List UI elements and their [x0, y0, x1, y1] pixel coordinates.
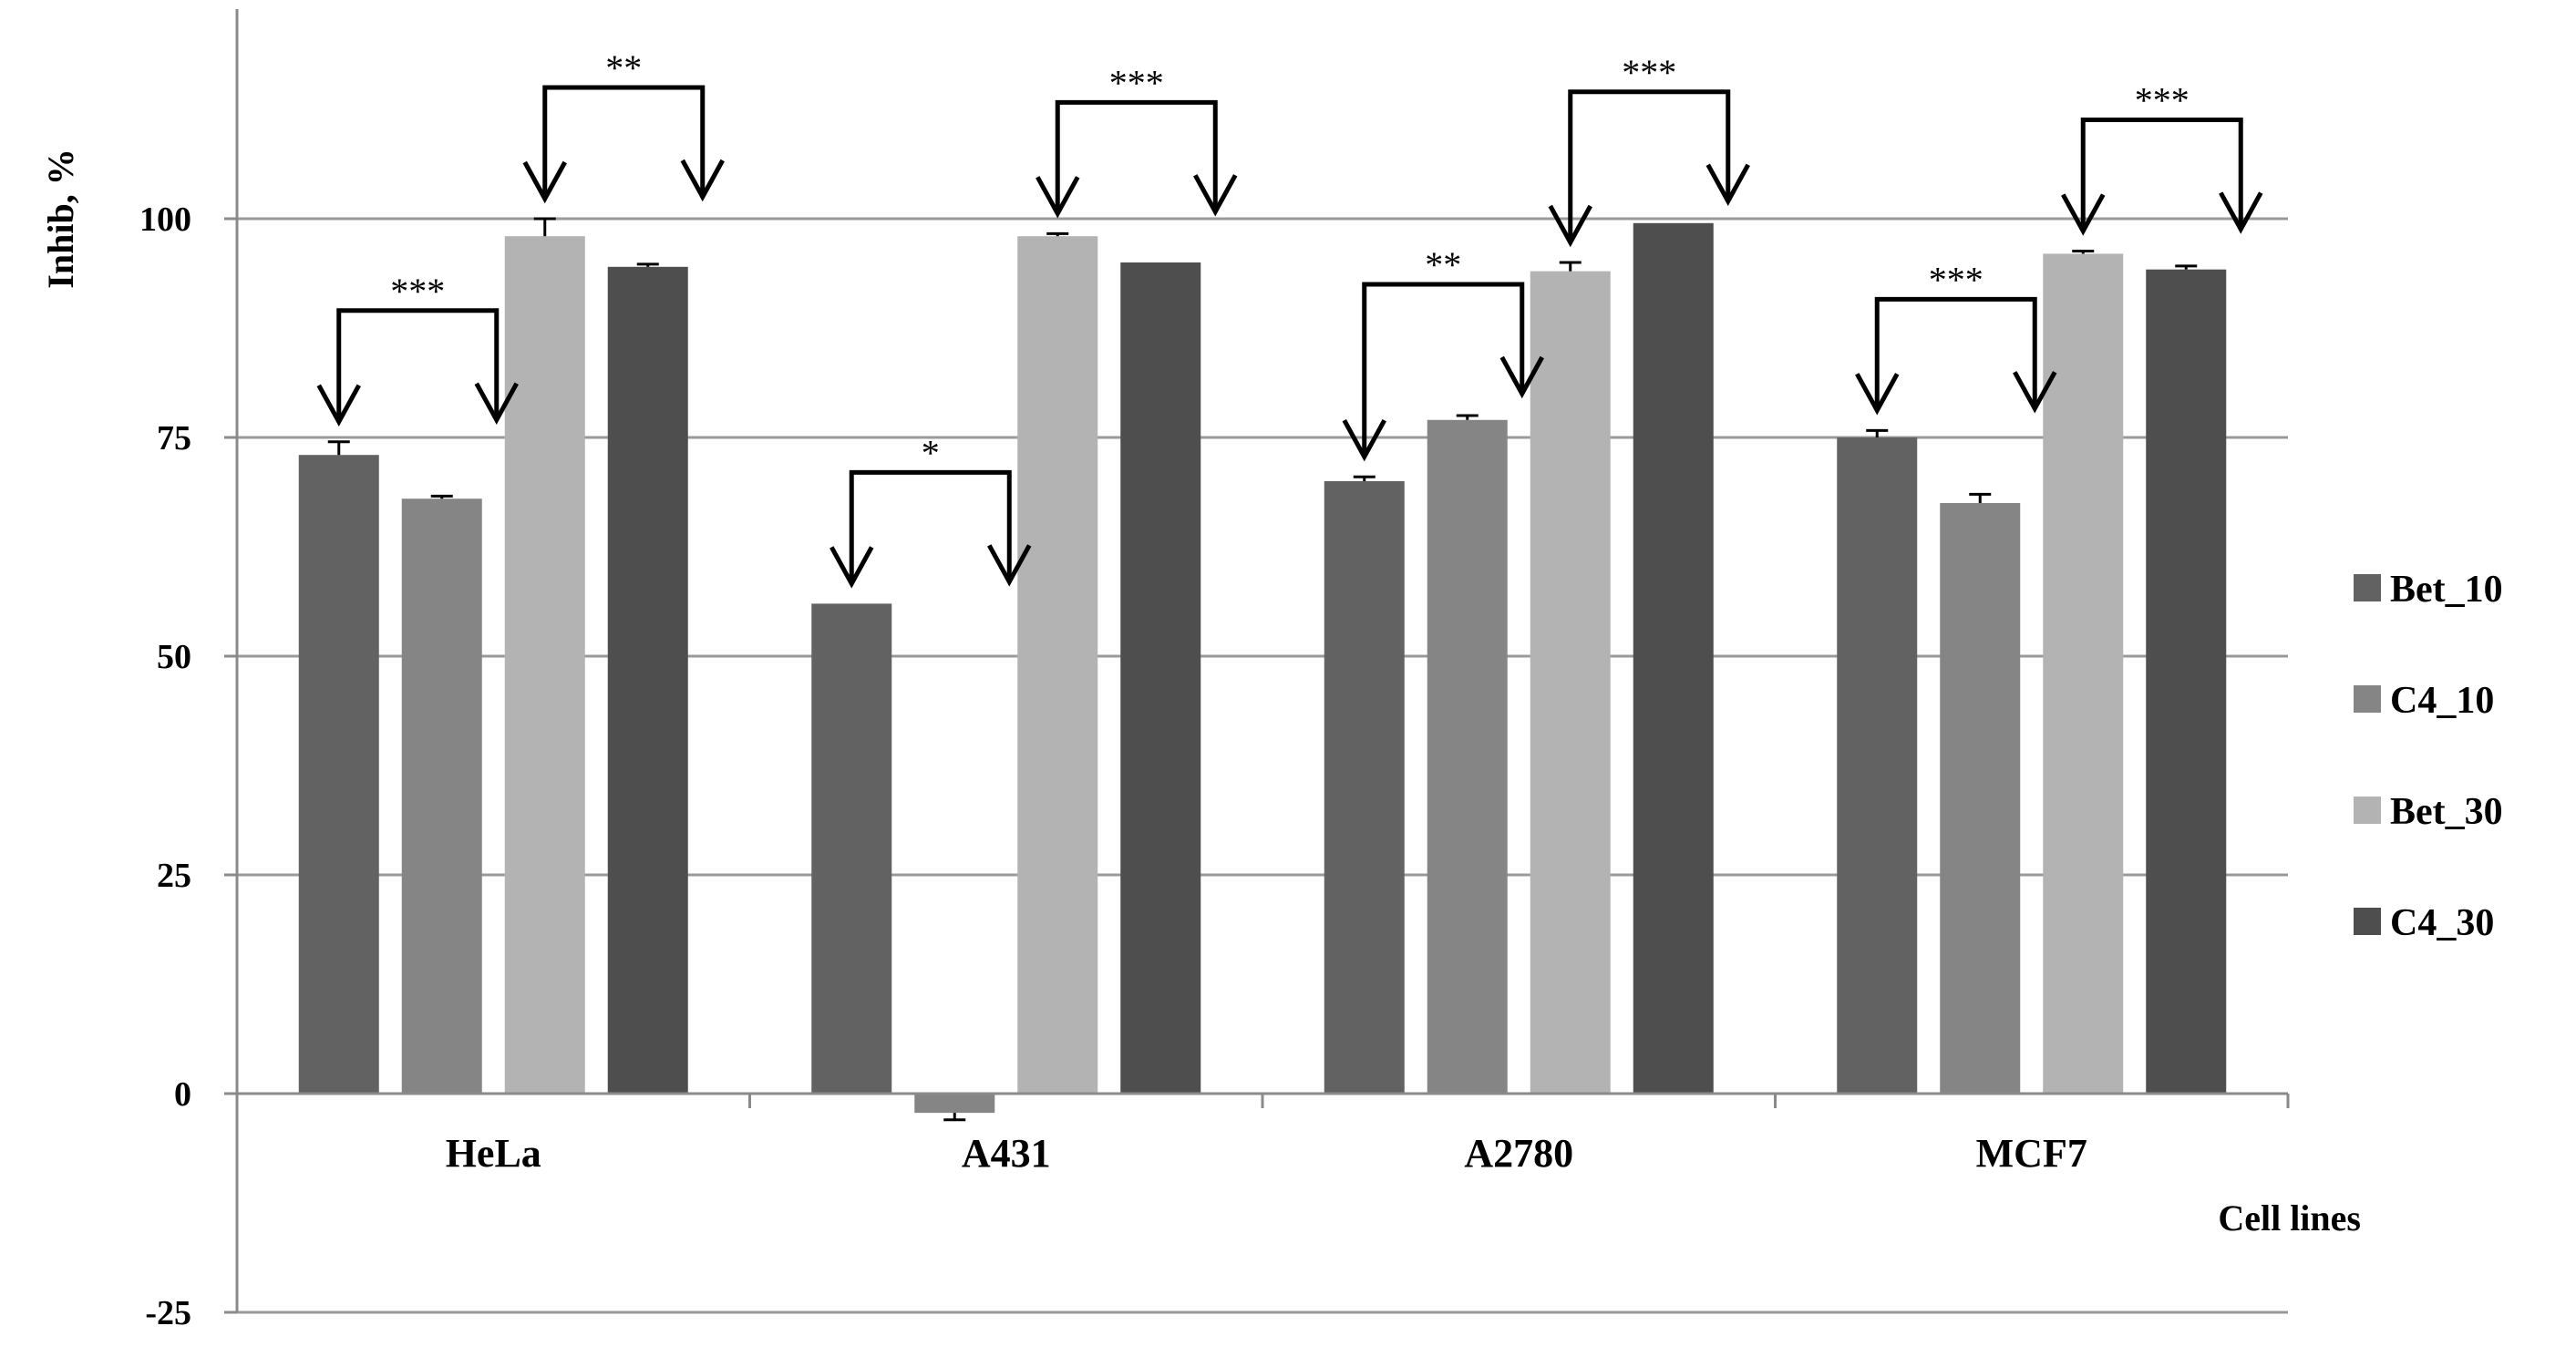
bar-Bet_30-MCF7	[2043, 253, 2124, 1094]
significance-label: *	[922, 432, 940, 473]
bar-Bet_10-HeLa	[298, 455, 379, 1094]
legend-swatch	[2354, 685, 2381, 713]
arrowhead	[1705, 163, 1750, 206]
bar-C4_10-HeLa	[401, 498, 482, 1094]
legend-label: C4_30	[2390, 902, 2494, 944]
axes: -25 0 25 50 75 100 HeLa A431 A2780 MCF7 Inhib, % Ce…	[40, 9, 2361, 1332]
significance-label: ***	[1109, 62, 1164, 103]
bar-Bet_30-A431	[1017, 236, 1098, 1094]
arrowhead	[680, 159, 725, 202]
significance-label: ***	[2135, 80, 2190, 121]
arrowhead	[1036, 176, 1080, 219]
legend-swatch	[2354, 797, 2381, 824]
significance-marker: **	[1342, 244, 1544, 462]
significance-marker: **	[522, 47, 725, 204]
bar-C4_30-A2780	[1633, 222, 1714, 1095]
legend-swatch	[2354, 574, 2381, 601]
legend-label: C4_10	[2390, 680, 2494, 722]
significance-bracket	[1874, 296, 2037, 411]
significance-bracket	[542, 85, 706, 199]
category-label: HeLa	[446, 1131, 541, 1176]
bar-C4_10-A2780	[1427, 419, 1508, 1094]
y-tick-label: -25	[145, 1294, 191, 1332]
legend-item-Bet_30: Bet_30	[2354, 791, 2503, 833]
bar-Bet_30-HeLa	[504, 236, 585, 1094]
category-label: A431	[962, 1131, 1051, 1176]
arrowhead	[2013, 371, 2057, 414]
significance-label: ***	[1622, 52, 1676, 93]
arrowhead	[1499, 355, 1544, 399]
bar-C4_30-A431	[1120, 262, 1201, 1094]
significance-marker: ***	[1548, 52, 1750, 248]
legend-item-Bet_10: Bet_10	[2354, 569, 2503, 611]
arrowhead	[316, 384, 361, 427]
y-tick-label: 75	[157, 419, 191, 457]
significance-marker: ***	[2061, 80, 2263, 236]
legend-item-C4_30: C4_30	[2354, 902, 2494, 944]
bars	[298, 217, 2227, 1122]
significance-bracket	[2080, 118, 2243, 231]
legend-label: Bet_30	[2390, 791, 2503, 833]
significance-bracket	[1055, 99, 1218, 214]
y-tick-label: 50	[157, 638, 191, 676]
significance-bracket	[849, 469, 1012, 584]
bar-C4_10-MCF7	[1940, 503, 2021, 1094]
x-axis-title: Cell lines	[2218, 1197, 2361, 1239]
significance-label: ***	[390, 271, 445, 312]
arrowhead	[2219, 191, 2263, 234]
arrowhead	[987, 544, 1032, 587]
category-label: MCF7	[1976, 1131, 2087, 1176]
arrowhead	[1855, 373, 1900, 416]
bar-Bet_10-MCF7	[1837, 437, 1918, 1094]
arrowhead	[829, 546, 874, 589]
y-tick-label: 0	[174, 1075, 191, 1114]
legend: Bet_10 C4_10 Bet_30 C4_30	[2354, 569, 2503, 944]
legend-swatch	[2354, 908, 2381, 935]
y-tick-label: 100	[139, 200, 191, 239]
legend-item-C4_10: C4_10	[2354, 680, 2494, 722]
arrowhead	[474, 382, 519, 425]
bar-C4_30-HeLa	[607, 266, 688, 1094]
significance-label: **	[605, 47, 642, 88]
bar-Bet_30-A2780	[1530, 271, 1611, 1095]
bar-Bet_10-A2780	[1324, 481, 1405, 1094]
significance-bracket	[336, 308, 500, 422]
significance-annotations: ********************	[316, 47, 2263, 589]
significance-bracket	[1362, 282, 1525, 457]
category-label: A2780	[1464, 1131, 1573, 1176]
significance-marker: ***	[1036, 62, 1238, 219]
significance-label: ***	[1929, 259, 1984, 300]
bar-C4_10-A431	[914, 1094, 995, 1114]
significance-marker: *	[829, 432, 1032, 589]
bar-C4_30-MCF7	[2146, 269, 2227, 1094]
bar-Bet_10-A431	[811, 603, 892, 1094]
arrowhead	[1193, 174, 1238, 217]
arrowhead	[1342, 418, 1386, 462]
significance-marker: ***	[316, 271, 519, 427]
y-axis-title: Inhib, %	[40, 149, 81, 288]
y-tick-label: 25	[157, 857, 191, 895]
arrowhead	[2061, 193, 2106, 236]
significance-bracket	[1568, 89, 1731, 242]
arrowhead	[522, 160, 567, 204]
legend-label: Bet_10	[2390, 569, 2503, 611]
significance-marker: ***	[1855, 259, 2057, 416]
arrowhead	[1548, 204, 1592, 248]
significance-label: **	[1425, 244, 1461, 285]
